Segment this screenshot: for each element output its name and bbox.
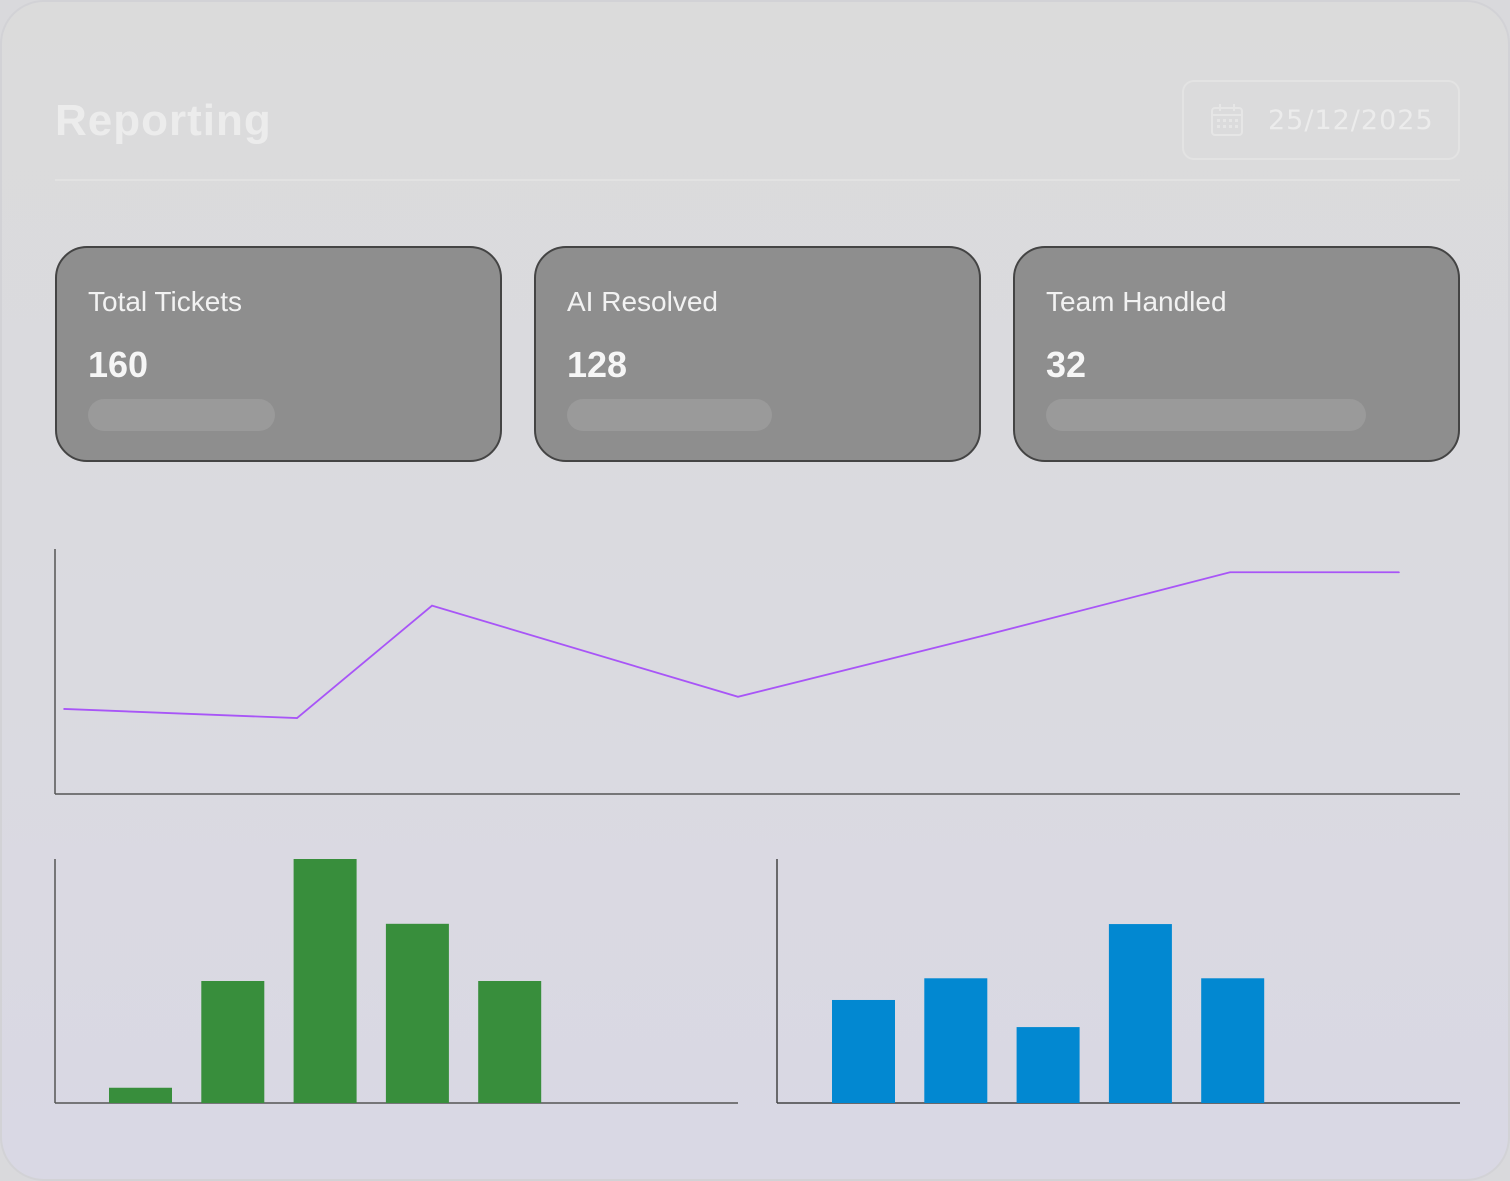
stat-progress-bar bbox=[1046, 399, 1366, 431]
page-title: Reporting bbox=[55, 96, 272, 145]
data-point bbox=[431, 604, 433, 607]
header-divider bbox=[55, 179, 1460, 181]
bar bbox=[385, 923, 449, 1103]
bar bbox=[1108, 924, 1172, 1103]
bar bbox=[109, 1087, 172, 1103]
bar bbox=[1201, 978, 1265, 1103]
calendar-icon bbox=[1211, 104, 1243, 136]
data-point bbox=[1229, 571, 1231, 574]
stat-label: Team Handled bbox=[1046, 286, 1227, 317]
series-line bbox=[63, 571, 1399, 719]
data-point bbox=[63, 708, 65, 710]
bar-chart-green bbox=[54, 859, 738, 1104]
date-picker[interactable]: 25/12/2025 bbox=[1182, 80, 1460, 160]
data-point bbox=[296, 717, 298, 719]
bar bbox=[832, 999, 895, 1103]
bar bbox=[478, 981, 542, 1103]
bar bbox=[1016, 1027, 1080, 1103]
stat-card-ai-resolved: AI Resolved 128 bbox=[534, 246, 981, 462]
stat-label: AI Resolved bbox=[567, 286, 718, 317]
stat-value: 128 bbox=[567, 344, 628, 385]
stat-value: 160 bbox=[88, 344, 149, 385]
date-value: 25/12/2025 bbox=[1268, 104, 1434, 136]
bar bbox=[293, 859, 357, 1103]
stat-progress-bar bbox=[88, 399, 275, 431]
bar bbox=[924, 978, 988, 1103]
stat-card-team-handled: Team Handled 32 bbox=[1013, 246, 1460, 462]
stat-progress-bar bbox=[567, 399, 772, 431]
data-point bbox=[1398, 571, 1400, 574]
stat-card-total-tickets: Total Tickets 160 bbox=[55, 246, 502, 462]
bar-chart-blue bbox=[776, 859, 1460, 1104]
data-point bbox=[737, 696, 739, 698]
stat-value: 32 bbox=[1046, 344, 1087, 385]
bar bbox=[201, 981, 265, 1103]
stat-label: Total Tickets bbox=[88, 286, 243, 317]
data-point bbox=[981, 635, 983, 637]
line-chart bbox=[54, 549, 1460, 795]
